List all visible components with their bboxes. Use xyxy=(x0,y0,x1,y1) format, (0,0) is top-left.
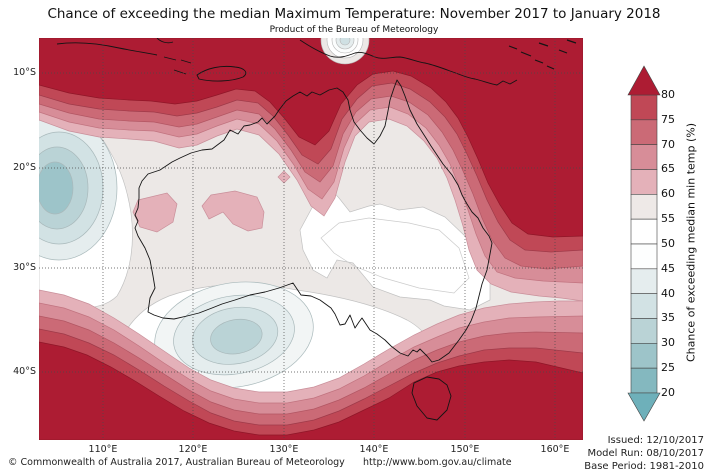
lon-tick-150e: 150°E xyxy=(450,444,480,455)
base-period: Base Period: 1981-2010 xyxy=(584,461,704,472)
lat-tick-40s: 40°S xyxy=(13,366,36,377)
cb-tick-70: 70 xyxy=(661,138,675,151)
lon-tick-130e: 130°E xyxy=(269,444,299,455)
tasmania-coastline xyxy=(411,376,452,421)
lon-tick-140e: 140°E xyxy=(359,444,389,455)
png-low xyxy=(320,38,370,65)
cb-tick-20: 20 xyxy=(661,386,675,399)
cb-tick-60: 60 xyxy=(661,187,675,200)
issued-date: Issued: 12/10/2017 xyxy=(607,435,704,446)
cb-tick-40: 40 xyxy=(661,287,675,300)
cb-tick-30: 30 xyxy=(661,336,675,349)
cb-tick-65: 65 xyxy=(661,162,675,175)
lat-tick-20s: 20°S xyxy=(13,162,36,173)
probability-map xyxy=(39,38,583,440)
cb-tick-80: 80 xyxy=(661,88,675,101)
cb-tick-55: 55 xyxy=(661,212,675,225)
new-guinea-coastline xyxy=(299,39,518,86)
cb-tick-25: 25 xyxy=(661,361,675,374)
model-run: Model Run: 08/10/2017 xyxy=(587,448,704,459)
bight-low xyxy=(154,281,314,389)
cb-tick-50: 50 xyxy=(661,237,675,250)
lon-tick-110e: 110°E xyxy=(88,444,118,455)
cb-tick-35: 35 xyxy=(661,311,675,324)
solomon-islands xyxy=(508,39,577,70)
copyright-text: © Commonwealth of Australia 2017, Austra… xyxy=(8,457,345,468)
australia-coastline xyxy=(134,79,493,363)
page-subtitle: Product of the Bureau of Meteorology xyxy=(269,25,439,35)
graticule xyxy=(39,38,583,440)
indian-ocean-low xyxy=(39,115,118,261)
lon-tick-120e: 120°E xyxy=(178,444,208,455)
page-title: Chance of exceeding the median Maximum T… xyxy=(47,6,661,22)
lat-tick-10s: 10°S xyxy=(13,67,36,78)
climate-url: http://www.bom.gov.au/climate xyxy=(363,457,512,468)
java-timor-islands xyxy=(56,38,247,82)
colorbar-label: Chance of exceeding median min temp (%) xyxy=(684,122,698,363)
cb-tick-45: 45 xyxy=(661,262,675,275)
colorbar xyxy=(627,65,661,422)
lat-tick-30s: 30°S xyxy=(13,262,36,273)
cb-tick-75: 75 xyxy=(661,113,675,126)
lon-tick-160e: 160°E xyxy=(540,444,570,455)
north-red-bands xyxy=(39,38,583,302)
coastlines xyxy=(56,38,577,421)
